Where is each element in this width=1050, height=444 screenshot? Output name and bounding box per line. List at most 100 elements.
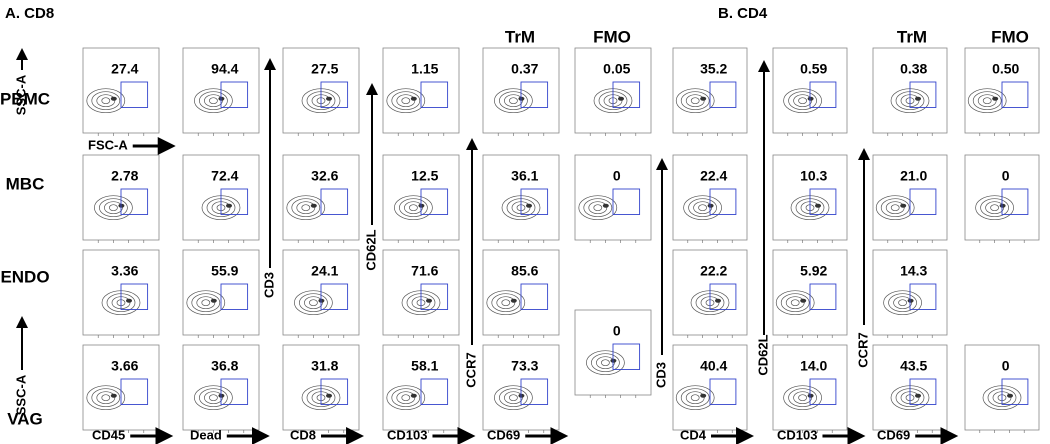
contour (972, 91, 1002, 111)
flow-plot: 0 (574, 309, 652, 398)
contour (426, 298, 432, 303)
contour (1007, 393, 1013, 398)
contour (399, 198, 428, 218)
gate-percentage: 73.3 (511, 358, 538, 374)
contour (509, 394, 518, 402)
gate-percentage: 55.9 (211, 263, 238, 279)
contour (700, 393, 707, 398)
flow-plot: 3.66 (82, 344, 160, 433)
contour (96, 94, 116, 108)
contour (990, 204, 999, 212)
gate-percentage: 58.1 (411, 358, 438, 374)
contour (775, 290, 815, 316)
column-header: FMO (991, 27, 1029, 46)
contour (790, 299, 800, 307)
row-label: MBC (6, 174, 45, 193)
contour (690, 394, 700, 402)
contour (391, 388, 421, 408)
gate (120, 283, 149, 310)
gate (120, 188, 149, 215)
gate-percentage: 27.4 (111, 61, 138, 77)
gate-percentage: 22.2 (700, 263, 727, 279)
gate (220, 378, 249, 405)
contour (194, 88, 233, 114)
contour (210, 298, 217, 303)
gate-percentage: 0 (613, 168, 621, 184)
axis-label: CD3 (261, 272, 276, 298)
flow-plot: 27.5 (282, 47, 360, 136)
section-title: B. CD4 (718, 5, 768, 22)
contour (675, 88, 715, 114)
contour (199, 388, 228, 408)
gate (909, 81, 937, 108)
contour (601, 359, 610, 367)
flow-plot: 21.0 (872, 154, 948, 243)
gate (809, 283, 837, 310)
flow-plot: 22.2 (672, 249, 748, 338)
gate (909, 188, 937, 215)
flow-plot: 22.4 (672, 154, 748, 243)
contour (86, 385, 126, 411)
flow-plot: 0.37 (482, 47, 560, 136)
flow-plot: 94.4 (182, 47, 260, 136)
gate (709, 188, 737, 215)
axis-label: SSC-A (13, 74, 28, 115)
gate-percentage: 72.4 (211, 168, 238, 184)
contour (982, 97, 992, 105)
contour (715, 298, 721, 303)
row-label: PBMC (0, 89, 50, 108)
gate (520, 81, 549, 108)
gate (220, 81, 249, 108)
gate (420, 283, 449, 310)
column-header: TrM (505, 27, 535, 46)
contour (900, 203, 907, 208)
gate-percentage: 31.8 (311, 358, 338, 374)
contour (883, 290, 922, 316)
contour (310, 203, 317, 208)
axis-label: CCR7 (463, 352, 478, 387)
flow-plot: 0.38 (872, 47, 948, 136)
column-header: TrM (897, 27, 927, 46)
contour (96, 391, 116, 405)
contour (226, 203, 232, 208)
gate-percentage: 3.66 (111, 358, 138, 374)
contour (526, 203, 532, 208)
contour (491, 293, 521, 313)
contour (985, 201, 1004, 215)
contour (793, 94, 812, 108)
gate-percentage: 21.0 (900, 168, 927, 184)
gate-percentage: 27.5 (311, 61, 338, 77)
gate (520, 283, 549, 310)
contour (494, 385, 533, 411)
contour (915, 96, 921, 101)
contour (186, 290, 226, 316)
flow-plot: 24.1 (282, 249, 360, 338)
contour (698, 204, 707, 212)
contour (510, 298, 517, 303)
axis-label: CD69 (877, 427, 910, 442)
gate (612, 81, 641, 108)
flow-plot: 0 (964, 344, 1040, 433)
flow-plot: 0.59 (772, 47, 848, 136)
contour (980, 198, 1009, 218)
gate (909, 283, 937, 310)
flow-plot: 1.15 (382, 47, 460, 136)
contour (675, 385, 715, 411)
contour (890, 204, 900, 212)
contour (992, 96, 999, 101)
flow-plot: 5.92 (772, 249, 848, 338)
flow-plot: 35.2 (672, 47, 748, 136)
contour (101, 97, 111, 105)
flow-plot: 10.3 (772, 154, 848, 243)
contour (999, 203, 1006, 208)
gate (809, 81, 837, 108)
contour (91, 91, 121, 111)
contour (201, 299, 211, 307)
contour (707, 203, 714, 208)
contour (199, 91, 228, 111)
gate-percentage: 40.4 (700, 358, 727, 374)
gate (612, 188, 641, 215)
axis-label: CD45 (92, 427, 125, 442)
axis-label: CD69 (487, 427, 520, 442)
